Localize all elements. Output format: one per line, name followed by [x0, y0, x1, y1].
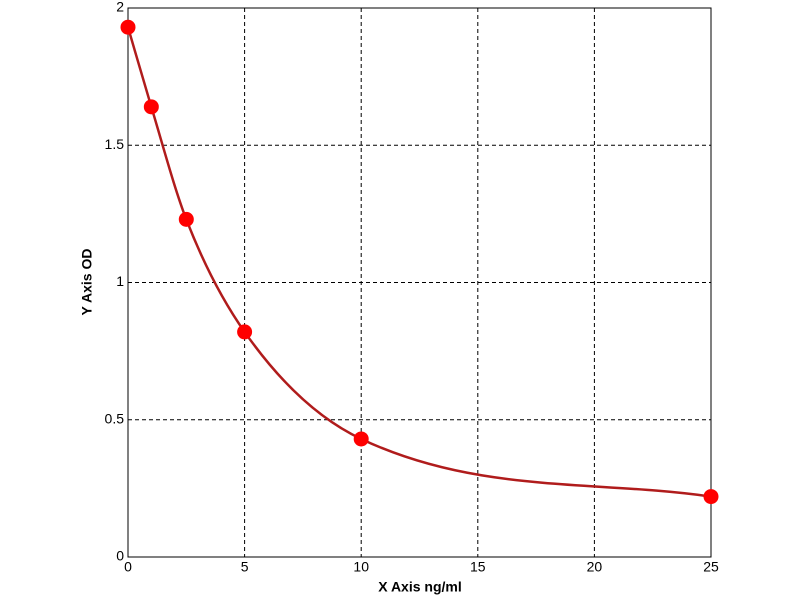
x-tick-label: 0 [124, 559, 132, 575]
data-point [703, 489, 719, 505]
data-point [237, 324, 253, 340]
x-axis-title: X Axis ng/ml [378, 579, 462, 595]
x-tick-label: 25 [703, 559, 719, 575]
x-tick-label: 5 [241, 559, 249, 575]
y-tick-label: 0.5 [105, 410, 125, 426]
x-tick-label: 15 [470, 559, 486, 575]
y-tick-label: 0 [116, 548, 124, 564]
x-tick-label: 10 [353, 559, 369, 575]
y-axis-title: Y Axis OD [79, 249, 95, 316]
data-point [143, 99, 159, 115]
x-tick-label: 20 [587, 559, 603, 575]
data-point [353, 431, 369, 447]
y-tick-label: 1.5 [105, 136, 125, 152]
plot-frame [127, 7, 712, 558]
data-point [120, 19, 136, 35]
data-point [178, 211, 194, 227]
y-tick-label: 2 [116, 0, 124, 15]
curve [126, 26, 712, 498]
y-tick-label: 1 [116, 273, 124, 289]
